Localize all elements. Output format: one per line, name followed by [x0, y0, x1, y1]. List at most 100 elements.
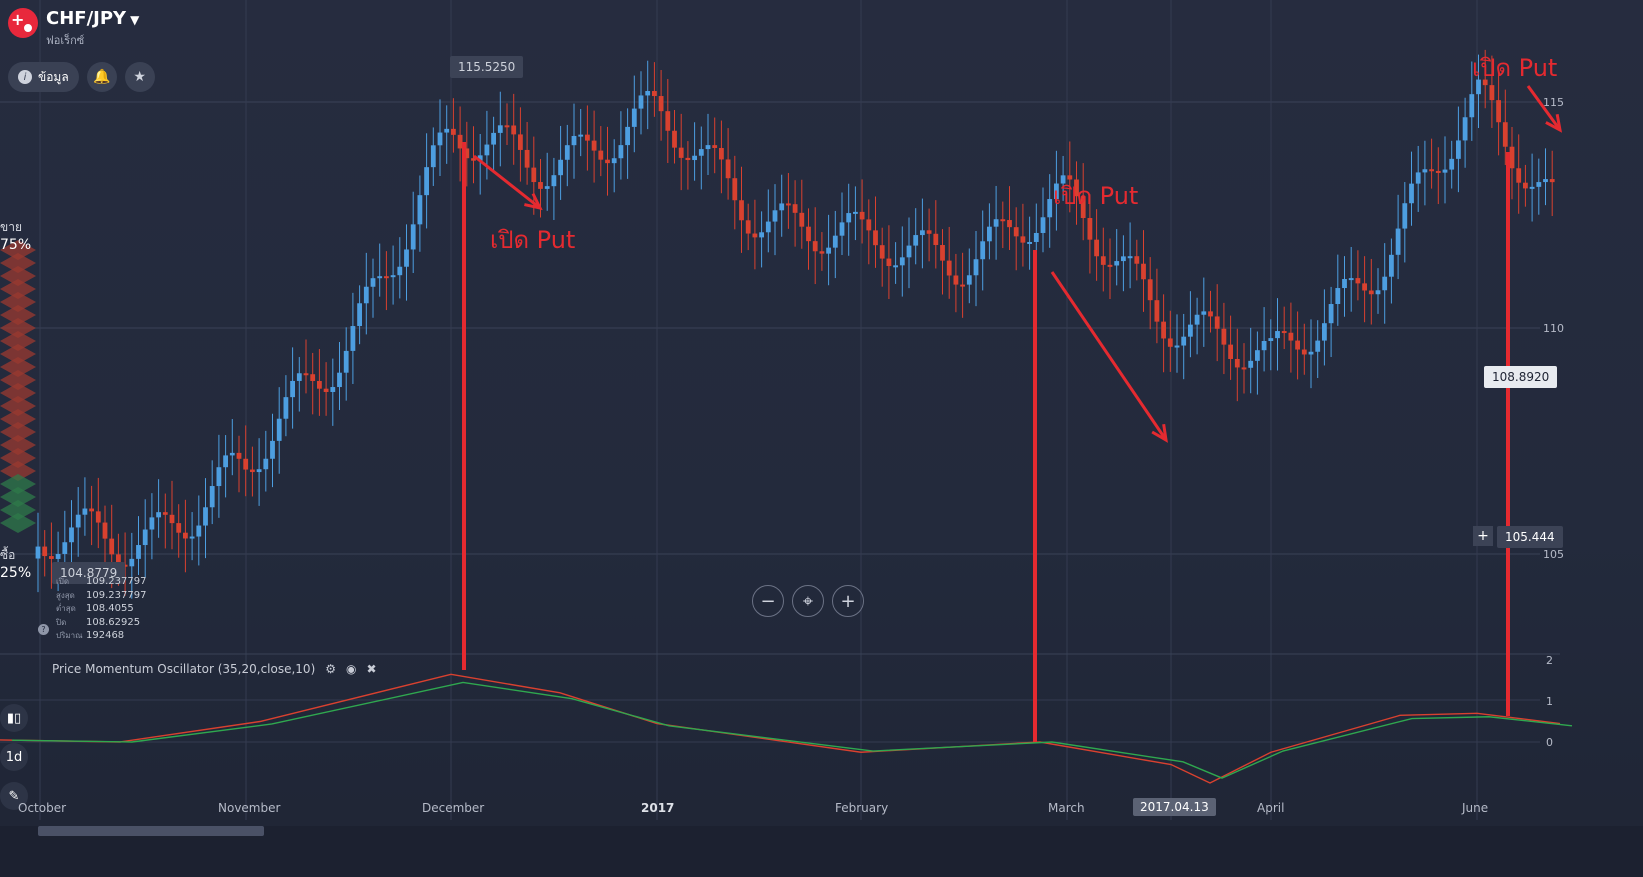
star-icon[interactable]: ★ — [124, 62, 155, 92]
candle-body — [1502, 122, 1508, 147]
sentiment-chevron — [0, 422, 36, 442]
candle-body — [384, 276, 389, 279]
candle-body — [1154, 300, 1160, 322]
candle-body — [672, 130, 677, 148]
candle-body — [484, 144, 490, 156]
candle-body — [317, 380, 322, 389]
zoom-out-button[interactable]: − — [752, 585, 784, 617]
timeframe-button[interactable]: 1d — [0, 743, 28, 771]
candle-body — [1221, 328, 1227, 345]
annotation-arrow-3 — [1526, 85, 1562, 131]
candle-body — [357, 303, 362, 327]
candle-body — [585, 134, 590, 141]
trader-sentiment: ขาย 75% — [0, 218, 31, 253]
crosshair-price-tag: 105.444 — [1497, 526, 1563, 548]
candle-body — [1127, 256, 1133, 259]
candle-body — [75, 514, 81, 528]
candle-body — [95, 511, 101, 523]
candle-body — [745, 220, 751, 234]
candle-body — [960, 284, 965, 287]
candle-body — [866, 219, 872, 231]
candle-body — [1348, 278, 1354, 281]
eye-icon[interactable]: ◉ — [346, 662, 357, 676]
candle-body — [973, 259, 979, 276]
candle-body — [1422, 169, 1428, 173]
add-alert-button[interactable]: + — [1473, 526, 1493, 546]
candle-body — [42, 546, 48, 557]
candle-body — [142, 529, 148, 546]
candle-body — [323, 388, 329, 392]
candle-body — [109, 538, 115, 555]
candle-body — [538, 182, 543, 189]
sentiment-chevron — [0, 383, 36, 403]
zoom-in-button[interactable]: + — [832, 585, 864, 617]
candle-body — [1362, 283, 1367, 291]
close-icon[interactable]: ✖ — [366, 662, 377, 676]
chart-type-button[interactable]: ▮▯ — [0, 704, 28, 732]
osc-y-label: 0 — [1546, 736, 1553, 749]
candle-body — [417, 195, 423, 225]
y-tick-label: 115 — [1543, 96, 1564, 109]
candle-body — [705, 145, 711, 150]
candle-body — [223, 455, 228, 468]
sentiment-chevron — [0, 253, 36, 273]
candle-body — [511, 125, 517, 135]
candle-body — [1121, 256, 1126, 262]
candle-body — [899, 257, 905, 266]
candle-body — [1047, 199, 1053, 218]
ohlc-row: ต่ำสุด 108.4055 — [56, 603, 134, 614]
candle-body — [229, 452, 235, 456]
candle-body — [363, 286, 369, 304]
recenter-button[interactable]: ⌖ — [792, 585, 824, 617]
candle-body — [1442, 169, 1448, 173]
candle-body — [1033, 232, 1039, 242]
x-tick-label: 2017 — [641, 801, 675, 815]
candle-body — [250, 469, 255, 473]
candle-body — [1281, 331, 1287, 334]
candle-body — [156, 512, 161, 518]
candle-body — [739, 200, 744, 221]
candle-body — [719, 147, 724, 160]
draw-tool-button[interactable]: ✎ — [0, 782, 28, 810]
oscillator-line-slow — [11, 681, 1573, 779]
asset-selector[interactable]: CHF/JPY ▼ — [46, 8, 140, 29]
candle-body — [203, 507, 208, 526]
annotation-put-3: เปิด Put — [1472, 54, 1558, 82]
candle-body — [377, 276, 383, 279]
timeline-scrollbar[interactable] — [38, 826, 264, 836]
sentiment-chevron — [0, 474, 36, 494]
candle-body — [752, 233, 758, 238]
high-price-tag: 115.5250 — [450, 56, 524, 78]
candle-body — [1389, 254, 1394, 277]
candle-body — [826, 247, 831, 254]
annotation-arrow-2-head — [1151, 423, 1168, 443]
crosshair-date-tag: 2017.04.13 — [1133, 798, 1216, 816]
sentiment-chevron — [0, 266, 36, 286]
info-button[interactable]: i ข้อมูล — [8, 62, 79, 92]
candle-body — [1181, 336, 1187, 346]
candle-body — [940, 245, 945, 261]
candle-body — [35, 546, 41, 559]
candle-body — [558, 159, 563, 176]
bell-icon[interactable]: 🔔 — [86, 62, 117, 92]
sentiment-chevron — [0, 240, 36, 260]
sentiment-chevron — [0, 331, 36, 351]
candle-body — [779, 203, 785, 211]
candle-body — [551, 175, 557, 187]
candle-body — [337, 372, 342, 388]
candle-body — [497, 125, 503, 133]
sentiment-chevron — [0, 396, 36, 416]
asset-header: + CHF/JPY ▼ ฟอเร็กซ์ — [8, 8, 139, 49]
candle-body — [1355, 278, 1361, 284]
candle-body — [122, 564, 128, 567]
candle-body — [806, 226, 811, 242]
candle-body — [611, 158, 617, 164]
gear-icon[interactable]: ⚙ — [325, 662, 337, 676]
help-icon[interactable]: ? — [38, 624, 49, 635]
candle-body — [1275, 331, 1280, 339]
candle-body — [464, 148, 470, 159]
candle-body — [571, 135, 577, 146]
candle-body — [196, 525, 202, 537]
indicator-header: Price Momentum Oscillator (35,20,close,1… — [52, 662, 377, 676]
